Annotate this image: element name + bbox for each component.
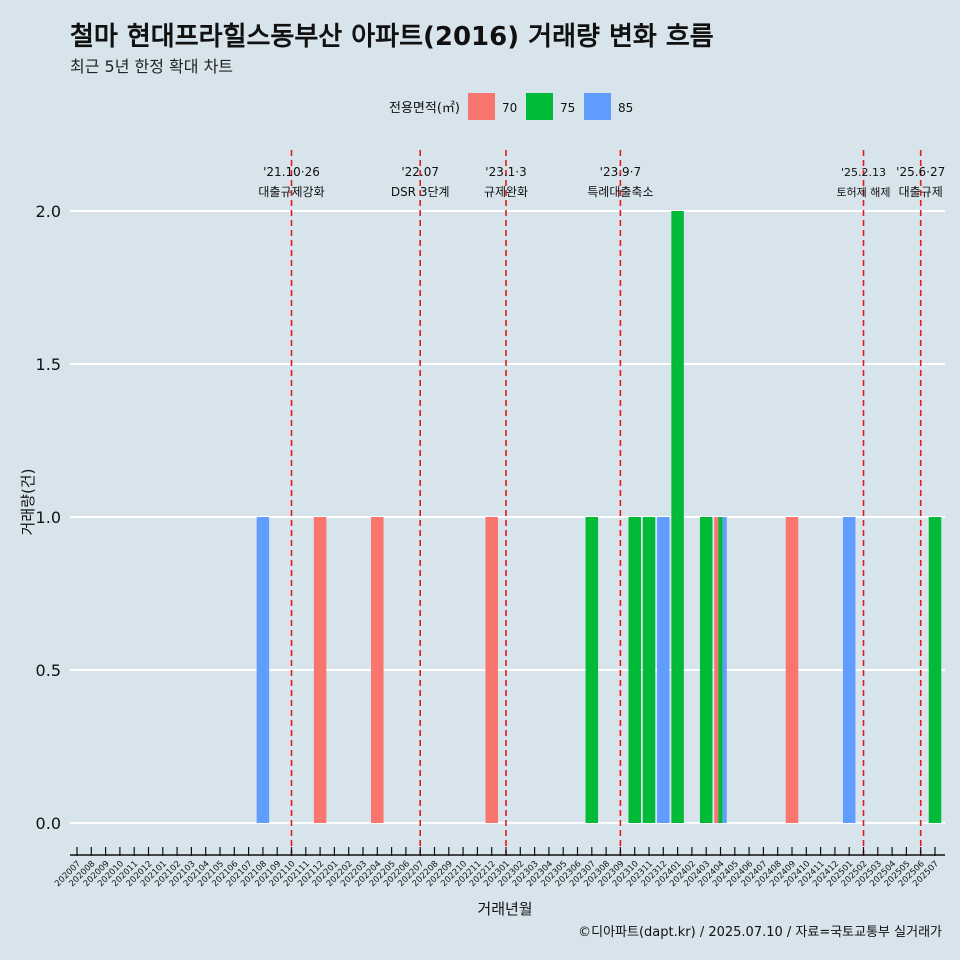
event-date: '22.07 (401, 165, 439, 179)
bar-202108-85 (256, 517, 270, 823)
x-axis: 2020072020082020092020102020112020122021… (53, 847, 945, 889)
y-tick-label: 1.5 (36, 355, 61, 374)
bars (256, 211, 942, 823)
bar-202404-70 (714, 517, 719, 823)
event-label: 대출규제 (899, 185, 943, 199)
y-tick-label: 0.0 (36, 814, 61, 833)
legend-swatch-85 (584, 93, 611, 120)
legend-swatch-70 (468, 93, 495, 120)
legend: 전용면적(㎡) 70 75 85 (389, 93, 633, 120)
y-tick-label: 1.0 (36, 508, 61, 527)
event-date: '25.6·27 (896, 165, 945, 179)
legend-label-85: 85 (618, 101, 633, 115)
caption: ©디아파트(dapt.kr) / 2025.07.10 / 자료=국토교통부 실… (578, 925, 942, 940)
x-axis-title: 거래년월 (477, 900, 532, 918)
legend-label-70: 70 (502, 101, 517, 115)
bar-202404-75 (718, 517, 723, 823)
bar-202401-75 (671, 211, 684, 823)
y-tick-label: 0.5 (36, 661, 61, 680)
legend-label-75: 75 (560, 101, 575, 115)
chart-title: 철마 현대프라힐스동부산 아파트(2016) 거래량 변화 흐름 (70, 22, 714, 52)
event-label: 규제완화 (484, 185, 528, 199)
event-label: DSR 3단계 (391, 185, 450, 199)
event-label: 토허제 해제 (836, 185, 890, 199)
chart-subtitle: 최근 5년 한정 확대 차트 (70, 57, 234, 76)
event-date: '23.9·7 (600, 165, 641, 179)
event-date: '23.1·3 (485, 165, 526, 179)
bar-202204-70 (371, 517, 384, 823)
event-label: 특례대출축소 (587, 185, 653, 199)
bar-202507-75 (928, 517, 942, 823)
gridlines (70, 210, 945, 824)
legend-title: 전용면적(㎡) (389, 101, 460, 116)
event-label: 대출규제강화 (258, 185, 324, 199)
y-axis: 0.0 0.5 1.0 1.5 2.0 (36, 202, 61, 833)
legend-swatch-75 (526, 93, 553, 120)
bar-202403-75 (699, 517, 713, 823)
bar-202409-70 (785, 517, 799, 823)
y-tick-label: 2.0 (36, 202, 61, 221)
event-date: '21.10·26 (263, 165, 320, 179)
y-axis-title: 거래량(건) (19, 469, 37, 536)
bar-202311-75 (642, 517, 656, 823)
bar-202501-85 (842, 517, 856, 823)
bar-202404-85 (722, 517, 727, 823)
bar-202112-70 (313, 517, 327, 823)
bar-202212-70 (485, 517, 498, 823)
bar-202310-75 (628, 517, 641, 823)
event-date: '25.2.13 (841, 166, 886, 179)
bar-202307-75 (585, 517, 599, 823)
event-markers: '21.10·26 대출규제강화 '22.07 DSR 3단계 '23.1·3 규제완화 '… (258, 150, 945, 855)
bar-202312-85 (657, 517, 670, 823)
